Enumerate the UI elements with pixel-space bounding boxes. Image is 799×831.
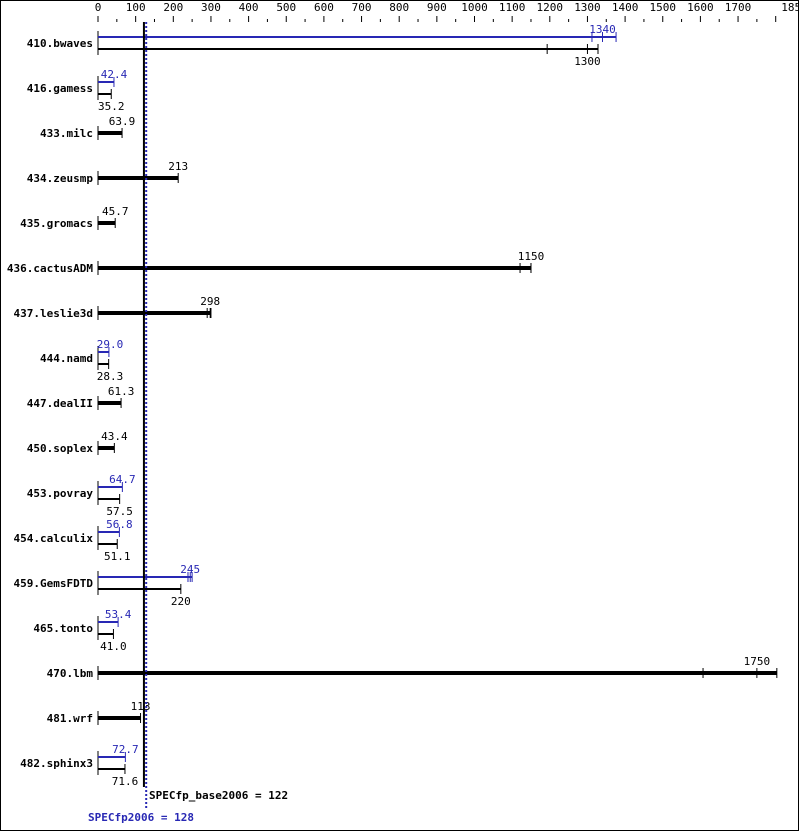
category-label: 444.namd — [40, 352, 93, 365]
x-tick-label: 1200 — [537, 1, 564, 14]
x-tick-label: 1700 — [725, 1, 752, 14]
category-label: 454.calculix — [14, 532, 94, 545]
base-data-label: 43.4 — [101, 430, 128, 443]
category-label: 453.povray — [27, 487, 94, 500]
x-tick-label: 1850 — [781, 1, 799, 14]
peak-data-label: 245 — [180, 563, 200, 576]
x-tick-label: 300 — [201, 1, 221, 14]
x-tick-label: 1000 — [461, 1, 488, 14]
base-data-label: 71.6 — [112, 775, 139, 788]
category-label: 410.bwaves — [27, 37, 93, 50]
category-label: 465.tonto — [33, 622, 93, 635]
peak-data-label: 64.7 — [109, 473, 136, 486]
x-tick-label: 200 — [163, 1, 183, 14]
category-label: 436.cactusADM — [7, 262, 93, 275]
x-tick-label: 700 — [352, 1, 372, 14]
base-data-label: 57.5 — [106, 505, 133, 518]
x-tick-label: 1500 — [650, 1, 677, 14]
base-data-label: 63.9 — [109, 115, 136, 128]
x-tick-label: 900 — [427, 1, 447, 14]
x-tick-label: 1300 — [574, 1, 601, 14]
x-tick-label: 500 — [276, 1, 296, 14]
peak-data-label: 72.7 — [112, 743, 139, 756]
peak-data-label: 1340 — [589, 23, 616, 36]
category-label: 435.gromacs — [20, 217, 93, 230]
base-data-label: 41.0 — [100, 640, 127, 653]
base-data-label: 213 — [168, 160, 188, 173]
peak-data-label: 29.0 — [97, 338, 124, 351]
base-data-label: 28.3 — [97, 370, 124, 383]
x-tick-label: 600 — [314, 1, 334, 14]
base-data-label: 45.7 — [102, 205, 129, 218]
category-label: 459.GemsFDTD — [14, 577, 94, 590]
category-label: 433.milc — [40, 127, 93, 140]
peak-data-label: 42.4 — [101, 68, 128, 81]
peak-data-label: 53.4 — [105, 608, 132, 621]
base-data-label: 220 — [171, 595, 191, 608]
category-label: 450.soplex — [27, 442, 94, 455]
x-tick-label: 100 — [126, 1, 146, 14]
x-tick-label: 1100 — [499, 1, 526, 14]
peak-data-label: 56.8 — [106, 518, 133, 531]
base-data-label: 35.2 — [98, 100, 125, 113]
x-tick-label: 400 — [239, 1, 259, 14]
category-label: 437.leslie3d — [14, 307, 93, 320]
category-label: 416.gamess — [27, 82, 93, 95]
base-data-label: 51.1 — [104, 550, 131, 563]
x-tick-label: 1600 — [687, 1, 714, 14]
category-label: 470.lbm — [47, 667, 94, 680]
category-label: 434.zeusmp — [27, 172, 94, 185]
base-reference-label: SPECfp_base2006 = 122 — [149, 789, 288, 802]
category-label: 481.wrf — [47, 712, 93, 725]
x-tick-label: 1400 — [612, 1, 639, 14]
category-label: 447.dealII — [27, 397, 93, 410]
base-data-label: 113 — [131, 700, 151, 713]
x-tick-label: 0 — [95, 1, 102, 14]
peak-reference-label: SPECfp2006 = 128 — [88, 811, 194, 824]
base-data-label: 1150 — [518, 250, 545, 263]
x-tick-label: 800 — [389, 1, 409, 14]
base-data-label: 1750 — [744, 655, 771, 668]
base-data-label: 1300 — [574, 55, 601, 68]
base-data-label: 61.3 — [108, 385, 135, 398]
category-label: 482.sphinx3 — [20, 757, 93, 770]
base-data-label: 298 — [200, 295, 220, 308]
